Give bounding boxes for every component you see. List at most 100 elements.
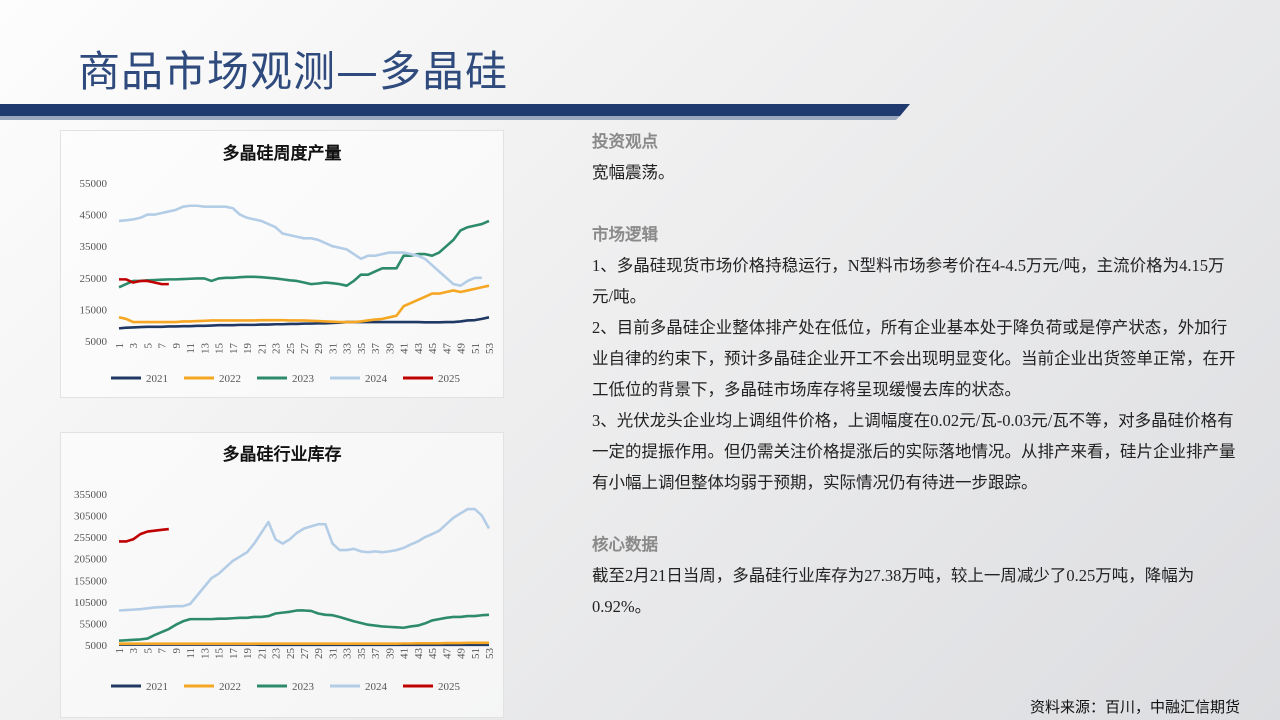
chart-title: 多晶硅周度产量	[223, 143, 342, 164]
x-tick-label: 11	[185, 343, 197, 354]
slide-title: 商品市场观测—多晶硅	[78, 47, 509, 96]
x-tick-label: 27	[299, 343, 311, 355]
y-tick-label: 5000	[85, 336, 108, 348]
legend-label: 2025	[438, 681, 461, 693]
x-tick-label: 43	[413, 648, 425, 660]
y-tick-label: 35000	[80, 241, 108, 253]
x-tick-label: 25	[285, 343, 297, 355]
x-tick-label: 47	[441, 648, 453, 660]
legend-label: 2024	[365, 681, 388, 693]
title-underline-shadow	[0, 116, 900, 120]
title-underline	[0, 104, 910, 116]
x-tick-label: 7	[157, 648, 169, 654]
legend-label: 2021	[146, 681, 168, 693]
title-bar	[0, 104, 910, 120]
legend-label: 2024	[365, 373, 388, 385]
x-tick-label: 41	[399, 343, 411, 354]
x-tick-label: 23	[271, 648, 283, 660]
x-tick-label: 7	[157, 343, 169, 349]
x-tick-label: 29	[313, 343, 325, 355]
x-tick-label: 5	[142, 343, 154, 349]
y-tick-label: 255000	[74, 532, 108, 544]
x-tick-label: 15	[214, 343, 226, 355]
x-tick-label: 37	[370, 648, 382, 660]
y-tick-label: 305000	[74, 511, 108, 523]
x-tick-label: 53	[484, 343, 496, 355]
x-tick-label: 33	[342, 343, 354, 355]
series-line	[119, 278, 169, 286]
x-tick-label: 51	[470, 343, 482, 354]
paragraph: 2、目前多晶硅企业整体排产处在低位，所有企业基本处于降负荷或是停产状态，外加行业…	[592, 318, 1236, 399]
chart-box: 多晶硅行业库存 5000 55000 105000 155000 205000 255000…	[60, 432, 504, 718]
source-note: 资料来源：百川，中融汇信期货	[1029, 698, 1240, 716]
x-tick-label: 21	[256, 343, 268, 354]
section-heading: 投资观点	[592, 132, 658, 151]
x-tick-label: 37	[370, 343, 382, 355]
legend-label: 2023	[292, 373, 315, 385]
x-tick-label: 13	[199, 648, 211, 660]
y-tick-label: 205000	[74, 554, 108, 566]
x-tick-label: 17	[228, 648, 240, 660]
section-heading: 市场逻辑	[592, 225, 658, 244]
series-line	[118, 609, 490, 642]
x-tick-label: 23	[271, 343, 283, 355]
x-tick-label: 19	[242, 343, 254, 355]
x-tick-label: 3	[128, 648, 140, 654]
x-tick-label: 5	[142, 648, 154, 654]
series-line	[118, 284, 490, 324]
x-tick-label: 25	[285, 648, 297, 660]
x-tick-label: 1	[114, 343, 126, 349]
x-tick-label: 9	[171, 343, 183, 349]
x-tick-label: 49	[456, 343, 468, 355]
legend-label: 2022	[219, 681, 241, 693]
chart: 多晶硅行业库存 5000 55000 105000 155000 205000 255000…	[74, 444, 496, 693]
x-tick-label: 11	[185, 648, 197, 659]
series-line	[118, 204, 482, 287]
x-tick-label: 21	[256, 648, 268, 659]
x-tick-label: 49	[456, 648, 468, 660]
x-tick-label: 19	[242, 648, 254, 660]
x-tick-label: 35	[356, 648, 368, 660]
y-tick-label: 105000	[74, 597, 108, 609]
x-tick-label: 33	[342, 648, 354, 660]
legend-label: 2022	[219, 373, 241, 385]
x-tick-label: 47	[441, 343, 453, 355]
y-tick-label: 155000	[74, 575, 108, 587]
paragraph: 1、多晶硅现货市场价格持稳运行，N型料市场参考价在4-4.5万元/吨，主流价格为…	[592, 256, 1225, 306]
series-line	[119, 641, 489, 646]
chart-box: 多晶硅周度产量 5000 15000 25000 35000 45000 55000 1 3 5 7…	[60, 130, 504, 398]
legend-label: 2021	[146, 373, 168, 385]
y-tick-label: 25000	[80, 273, 108, 285]
y-tick-label: 55000	[80, 178, 108, 190]
text-column: 投资观点 宽幅震荡。 市场逻辑 1、多晶硅现货市场价格持稳运行，N型料市场参考价在4-…	[592, 126, 1242, 653]
paragraph: 3、光伏龙头企业均上调组件价格，上调幅度在0.02元/瓦-0.03元/瓦不等，对…	[592, 411, 1236, 492]
legend-label: 2023	[292, 681, 315, 693]
series-line	[118, 219, 490, 289]
chart-title: 多晶硅行业库存	[223, 444, 342, 465]
x-tick-label: 1	[114, 648, 126, 654]
section-heading: 核心数据	[592, 535, 658, 554]
section: 核心数据截至2月21日当周，多晶硅行业库存为27.38万吨，较上一周减少了0.2…	[592, 529, 1242, 622]
y-tick-label: 355000	[74, 489, 108, 501]
x-tick-label: 51	[470, 648, 482, 659]
y-tick-label: 45000	[80, 210, 108, 222]
x-tick-label: 13	[199, 343, 211, 355]
x-tick-label: 31	[327, 343, 339, 354]
x-tick-label: 39	[384, 648, 396, 660]
x-tick-label: 41	[399, 648, 411, 659]
x-tick-label: 45	[427, 648, 439, 660]
x-tick-label: 27	[299, 648, 311, 660]
y-tick-label: 5000	[85, 640, 108, 652]
x-tick-label: 31	[327, 648, 339, 659]
x-tick-label: 17	[228, 343, 240, 355]
series-line	[118, 316, 490, 330]
paragraph: 截至2月21日当周，多晶硅行业库存为27.38万吨，较上一周减少了0.25万吨，…	[592, 566, 1195, 616]
x-tick-label: 45	[427, 343, 439, 355]
series-line	[118, 507, 491, 612]
x-tick-label: 35	[356, 343, 368, 355]
x-tick-label: 39	[384, 343, 396, 355]
x-tick-label: 53	[484, 648, 496, 660]
y-tick-label: 15000	[80, 304, 108, 316]
